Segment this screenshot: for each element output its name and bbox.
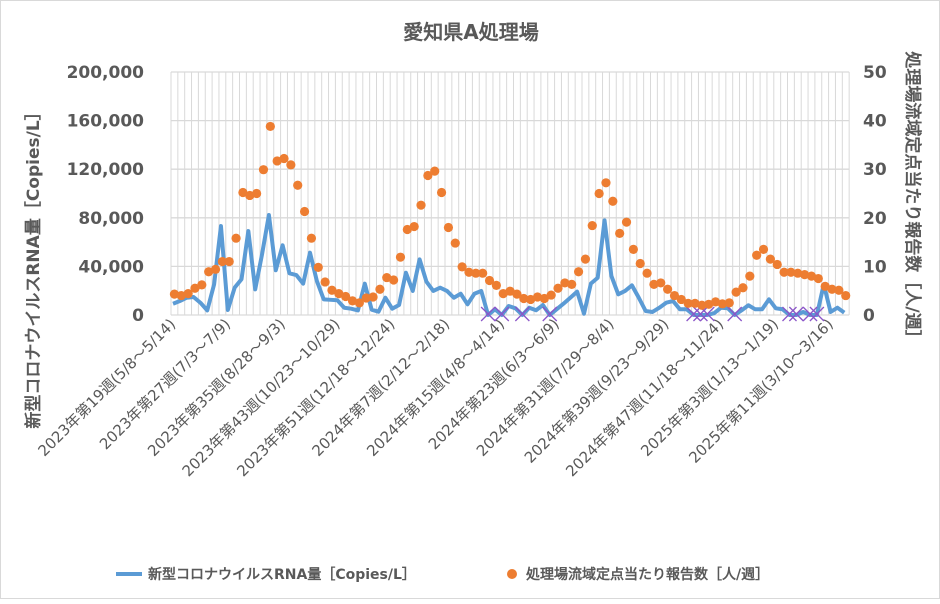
report-point bbox=[492, 281, 501, 290]
report-point bbox=[396, 253, 405, 262]
report-point bbox=[759, 245, 768, 254]
y2-tick-label: 10 bbox=[863, 257, 887, 277]
y-tick-label: 160,000 bbox=[67, 112, 145, 132]
report-point bbox=[231, 234, 240, 243]
report-point bbox=[410, 222, 419, 231]
report-point bbox=[622, 218, 631, 227]
plot-marks bbox=[170, 122, 851, 321]
report-point bbox=[368, 292, 377, 301]
report-point bbox=[636, 259, 645, 268]
report-point bbox=[574, 267, 583, 276]
report-point bbox=[286, 160, 295, 169]
report-point bbox=[629, 245, 638, 254]
report-point bbox=[293, 181, 302, 190]
legend-label-reports: 処理場流域定点当たり報告数［人/週］ bbox=[525, 566, 769, 583]
report-point bbox=[314, 263, 323, 272]
legend: 新型コロナウイルスRNA量［Copies/L］ 処理場流域定点当たり報告数［人/… bbox=[116, 566, 769, 583]
report-point bbox=[300, 207, 309, 216]
y2-tick-label: 0 bbox=[863, 306, 875, 326]
y-tick-label: 0 bbox=[132, 306, 144, 326]
report-point bbox=[478, 269, 487, 278]
report-point bbox=[307, 234, 316, 243]
report-point bbox=[745, 272, 754, 281]
report-point bbox=[567, 280, 576, 289]
report-point bbox=[279, 154, 288, 163]
report-point bbox=[656, 278, 665, 287]
report-point bbox=[738, 283, 747, 292]
y2-tick-label: 40 bbox=[863, 112, 887, 132]
y-tick-label: 40,000 bbox=[78, 257, 144, 277]
legend-dot-swatch bbox=[507, 569, 517, 579]
report-point bbox=[642, 269, 651, 278]
report-point bbox=[266, 122, 275, 131]
report-point bbox=[581, 255, 590, 264]
report-point bbox=[841, 291, 850, 300]
report-point bbox=[601, 178, 610, 187]
report-point bbox=[437, 188, 446, 197]
x-axis: 2023年第19週(5/8～5/14)2023年第27週(7/3～7/9)202… bbox=[34, 315, 836, 480]
report-point bbox=[547, 290, 556, 299]
report-point bbox=[444, 223, 453, 232]
y-tick-label: 120,000 bbox=[67, 160, 145, 180]
report-point bbox=[608, 197, 617, 206]
report-point bbox=[725, 298, 734, 307]
y-axis-left: 0 40,000 80,000 120,000 160,000 200,000 bbox=[67, 63, 145, 326]
report-point bbox=[451, 238, 460, 247]
report-point bbox=[259, 165, 268, 174]
report-point bbox=[321, 277, 330, 286]
report-point bbox=[595, 189, 604, 198]
y-tick-label: 200,000 bbox=[67, 63, 145, 83]
y2-axis-title: 処理場流域定点当たり報告数［人/週］ bbox=[902, 50, 923, 346]
report-point bbox=[416, 201, 425, 210]
y-tick-label: 80,000 bbox=[78, 209, 144, 229]
report-point bbox=[252, 189, 261, 198]
report-point bbox=[197, 280, 206, 289]
chart-title: 愛知県A処理場 bbox=[403, 20, 538, 44]
report-point bbox=[773, 260, 782, 269]
y2-tick-label: 50 bbox=[863, 63, 887, 83]
report-point bbox=[389, 275, 398, 284]
report-point bbox=[375, 285, 384, 294]
y2-tick-label: 20 bbox=[863, 209, 887, 229]
report-point bbox=[211, 265, 220, 274]
report-point bbox=[430, 167, 439, 176]
report-point bbox=[225, 257, 234, 266]
report-point bbox=[663, 285, 672, 294]
legend-label-rna: 新型コロナウイルスRNA量［Copies/L］ bbox=[148, 566, 416, 583]
report-point bbox=[814, 274, 823, 283]
report-point bbox=[615, 229, 624, 238]
y-axis-right: 0 10 20 30 40 50 bbox=[863, 63, 887, 326]
report-point bbox=[588, 221, 597, 230]
y-axis-title: 新型コロナウイルスRNA量［Copies/L］ bbox=[23, 103, 44, 428]
y2-tick-label: 30 bbox=[863, 160, 887, 180]
